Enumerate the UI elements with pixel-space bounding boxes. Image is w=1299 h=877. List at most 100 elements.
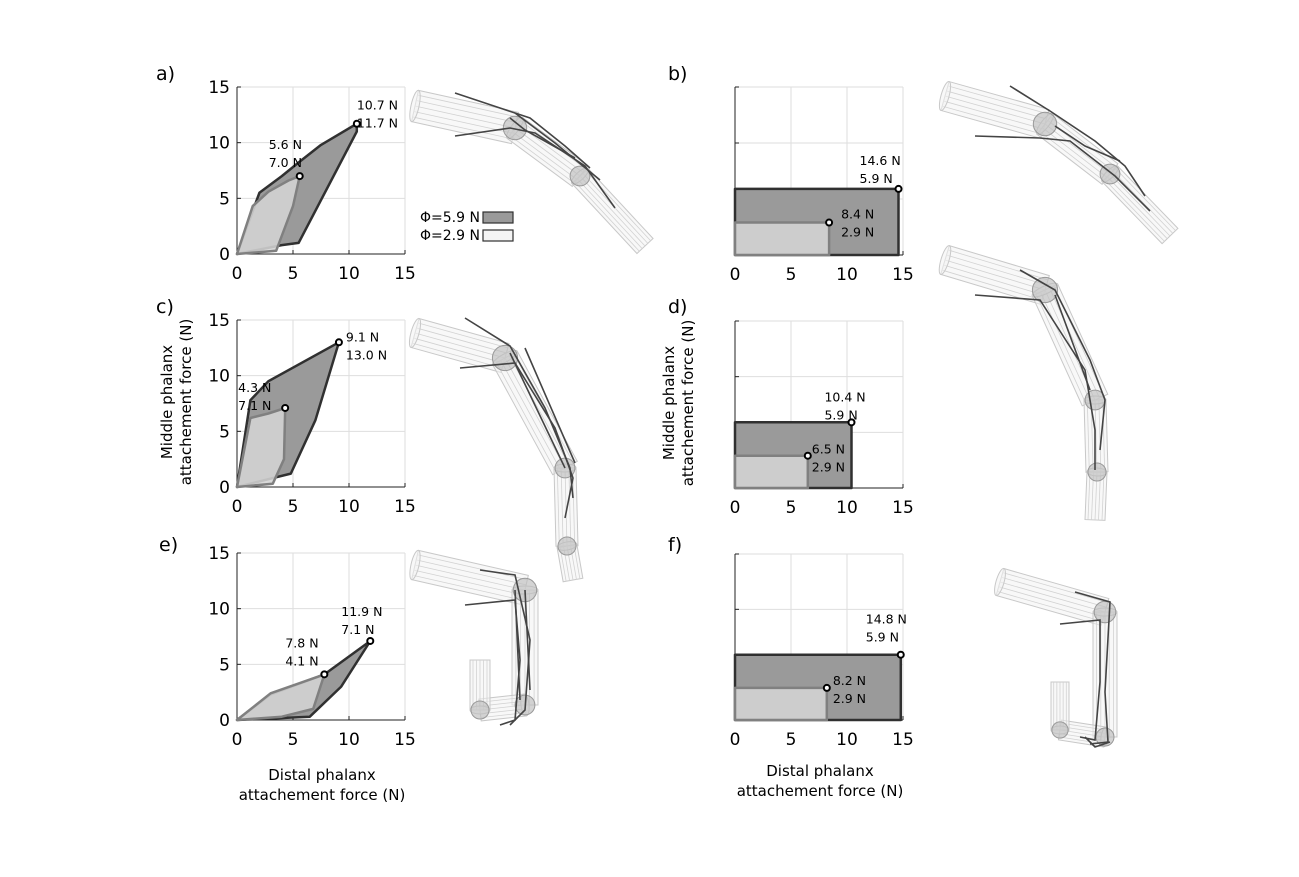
x-tick-label: 5 bbox=[288, 730, 299, 750]
finger-illustration-d bbox=[938, 245, 1109, 521]
max-force-point-low bbox=[281, 403, 290, 412]
finger-surface-line bbox=[1087, 471, 1091, 520]
finger-surface-line bbox=[946, 254, 1047, 286]
finger-surface-line bbox=[414, 105, 516, 129]
finger-surface-line bbox=[480, 712, 526, 719]
finger-surface-line bbox=[582, 173, 649, 244]
finger-surface-line bbox=[509, 134, 575, 184]
y-tick-label: 10 bbox=[208, 600, 230, 620]
tendon-path bbox=[974, 294, 1096, 470]
x-tick-label: 10 bbox=[338, 497, 360, 517]
finger-surface-line bbox=[1035, 293, 1087, 405]
finger-surface-line bbox=[412, 574, 523, 601]
point-label-middle: 4.1 N bbox=[285, 653, 318, 668]
point-label-distal: 4.3 N bbox=[238, 380, 271, 395]
finger-surface-line bbox=[1112, 171, 1174, 234]
chart-panel-5: e) 00 5 5 10 10 15 15 11.9 N 7.1 N 7.8 N 4.1 N bbox=[159, 534, 416, 750]
x-tick-label: 15 bbox=[892, 730, 914, 750]
finger-segment-end bbox=[938, 81, 952, 111]
x-tick-label: 0 bbox=[232, 497, 243, 517]
x-tick-label: 10 bbox=[836, 498, 858, 518]
y-tick-label: 5 bbox=[219, 189, 230, 209]
chart-panel-1: a) 00 5 5 10 10 15 15 10.7 N 11.7 N 5.6 N 7.0 N bbox=[156, 63, 416, 284]
x-axis-title-left-line1: Distal phalanx bbox=[268, 766, 376, 784]
tendon-path bbox=[1084, 736, 1111, 748]
finger-joint bbox=[502, 115, 528, 141]
finger-joint bbox=[557, 536, 577, 556]
max-force-point-low bbox=[822, 683, 831, 692]
finger-surface-line bbox=[413, 569, 524, 596]
finger-joint bbox=[491, 344, 519, 372]
finger-surface-line bbox=[998, 586, 1104, 618]
finger-illustration-c bbox=[408, 317, 584, 583]
max-force-point-high bbox=[896, 650, 905, 659]
point-label-distal: 11.9 N bbox=[341, 604, 382, 619]
finger-surface-line bbox=[997, 591, 1103, 622]
y-axis-title-right-line2: attachement force (N) bbox=[679, 320, 697, 487]
x-tick-label: 10 bbox=[836, 265, 858, 285]
force-region-low bbox=[733, 221, 831, 257]
y-tick-label: 0 bbox=[219, 478, 230, 498]
tendon-path bbox=[514, 112, 601, 181]
panel-label: d) bbox=[668, 296, 687, 318]
chart-panel-6: f) 0 5 10 15 14.8 N 5.9 N 8.2 N 2.9 N bbox=[668, 534, 914, 750]
x-tick-label: 15 bbox=[892, 498, 914, 518]
point-label-middle: 2.9 N bbox=[841, 225, 874, 240]
finger-surface-line bbox=[412, 116, 513, 140]
tendon-path bbox=[459, 362, 574, 519]
max-force-point-low bbox=[825, 218, 834, 227]
finger-surface-line bbox=[1041, 127, 1108, 178]
point-label-middle: 5.9 N bbox=[860, 171, 893, 186]
y-tick-label: 5 bbox=[219, 422, 230, 442]
finger-surface-line bbox=[416, 559, 527, 586]
x-tick-label: 5 bbox=[786, 730, 797, 750]
x-tick-label: 5 bbox=[288, 264, 299, 284]
force-region-low bbox=[235, 174, 301, 256]
x-tick-label: 5 bbox=[786, 498, 797, 518]
chart-panel-2: b) 0 5 10 15 14.6 N 5.9 N 8.4 N 2.9 N bbox=[668, 63, 914, 285]
x-tick-label: 15 bbox=[394, 497, 416, 517]
finger-segment-end bbox=[938, 245, 952, 275]
finger-segment-end bbox=[994, 567, 1006, 597]
tendon-path bbox=[464, 317, 574, 499]
finger-surface-line bbox=[1050, 116, 1116, 168]
max-force-point-high bbox=[352, 119, 361, 128]
finger-surface-line bbox=[1115, 168, 1176, 231]
panel-label: e) bbox=[159, 534, 178, 556]
tendon-path bbox=[1009, 85, 1146, 197]
tendon-path bbox=[464, 599, 521, 726]
finger-surface-line bbox=[414, 564, 526, 591]
finger-surface-line bbox=[416, 100, 517, 123]
finger-surface-line bbox=[1098, 399, 1102, 472]
finger-surface-line bbox=[1001, 576, 1107, 608]
finger-surface-line bbox=[1104, 179, 1165, 242]
finger-surface-line bbox=[944, 259, 1046, 291]
legend-swatch-high bbox=[482, 211, 514, 224]
x-axis-title-left-line2: attachement force (N) bbox=[239, 786, 406, 804]
x-tick-label: 0 bbox=[730, 498, 741, 518]
y-axis-title-right-line1: Middle phalanx bbox=[660, 346, 678, 460]
point-label-distal: 7.8 N bbox=[285, 635, 318, 650]
point-label-middle: 7.1 N bbox=[238, 398, 271, 413]
finger-surface-line bbox=[414, 332, 506, 359]
tendon-path bbox=[974, 135, 1151, 212]
x-tick-label: 0 bbox=[730, 730, 741, 750]
tendon-path bbox=[1074, 591, 1111, 745]
max-force-point-high bbox=[894, 184, 903, 193]
finger-surface-line bbox=[1094, 399, 1098, 473]
chart-panel-4: d) 0 5 10 15 10.4 N 5.9 N 6.5 N 2.9 N bbox=[668, 296, 914, 518]
legend-label-low: Φ=2.9 N bbox=[420, 228, 480, 244]
finger-surface-line bbox=[999, 581, 1106, 613]
finger-surface-line bbox=[564, 467, 568, 547]
finger-surface-line bbox=[947, 249, 1049, 281]
finger-surface-line bbox=[412, 342, 503, 369]
finger-surface-line bbox=[417, 554, 528, 581]
max-force-point-low bbox=[295, 172, 304, 181]
finger-surface-line bbox=[574, 180, 640, 252]
x-tick-label: 0 bbox=[232, 264, 243, 284]
point-label-distal: 9.1 N bbox=[346, 329, 379, 344]
finger-surface-line bbox=[1002, 572, 1108, 603]
point-label-middle: 5.9 N bbox=[866, 630, 899, 645]
finger-segment-end bbox=[409, 549, 421, 581]
x-tick-label: 0 bbox=[730, 265, 741, 285]
